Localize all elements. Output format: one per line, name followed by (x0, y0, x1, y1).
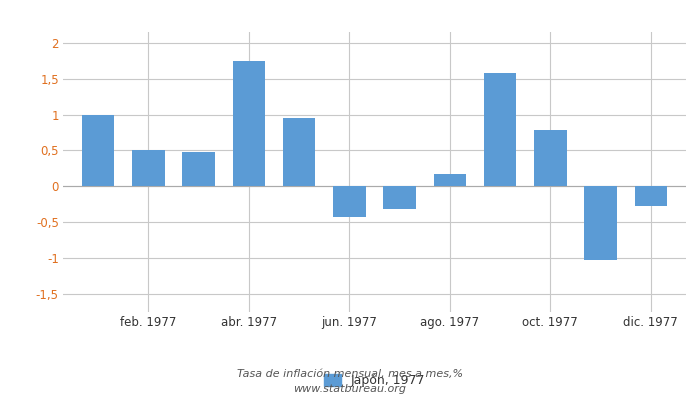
Bar (384, 186, 416, 209)
Bar (534, 130, 567, 186)
Bar (82, 114, 115, 186)
Bar (584, 186, 617, 260)
Text: Tasa de inflación mensual, mes a mes,%: Tasa de inflación mensual, mes a mes,% (237, 369, 463, 379)
Bar (182, 152, 215, 186)
Text: www.statbureau.org: www.statbureau.org (293, 384, 407, 394)
Bar (433, 174, 466, 186)
Bar (333, 186, 365, 217)
Bar (634, 186, 667, 206)
Bar (484, 73, 517, 186)
Bar (283, 118, 316, 186)
Bar (132, 150, 164, 186)
Bar (232, 61, 265, 186)
Legend: Japón, 1977: Japón, 1977 (318, 369, 430, 392)
